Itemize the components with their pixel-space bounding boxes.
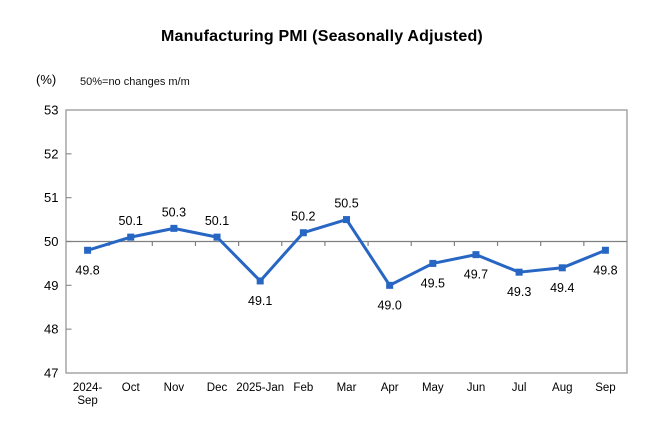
data-point-label: 50.1 bbox=[119, 214, 143, 228]
data-point-marker bbox=[170, 224, 178, 232]
data-point-label: 49.0 bbox=[377, 298, 401, 312]
x-axis-label: Jul bbox=[512, 382, 527, 394]
x-axis-label: Sep bbox=[595, 382, 615, 394]
data-point-marker bbox=[472, 251, 480, 259]
data-point-marker bbox=[429, 259, 437, 267]
y-axis-label: 47 bbox=[44, 366, 58, 381]
x-axis-label: Jun bbox=[467, 382, 486, 394]
y-axis-label: 52 bbox=[44, 146, 58, 161]
x-axis-label: Feb bbox=[293, 382, 313, 394]
x-axis-label: 2025-Jan bbox=[236, 382, 284, 394]
data-point-marker bbox=[601, 246, 609, 254]
x-axis-label: Apr bbox=[381, 382, 399, 394]
data-point-marker bbox=[515, 268, 523, 276]
data-point-label: 49.1 bbox=[248, 294, 272, 308]
data-point-label: 49.3 bbox=[507, 285, 531, 299]
data-point-marker bbox=[558, 264, 566, 272]
x-axis-label: Oct bbox=[122, 382, 141, 394]
data-point-label: 50.1 bbox=[205, 214, 229, 228]
x-axis-label: Dec bbox=[207, 382, 228, 394]
data-point-marker bbox=[213, 233, 221, 241]
data-point-label: 49.4 bbox=[550, 281, 574, 295]
y-axis-label: 49 bbox=[44, 278, 58, 293]
x-axis-label: 2024-Sep bbox=[73, 382, 103, 407]
y-axis-label: 48 bbox=[44, 322, 58, 337]
data-point-marker bbox=[386, 281, 394, 289]
data-point-marker bbox=[256, 277, 264, 285]
data-point-label: 49.8 bbox=[593, 263, 617, 277]
data-point-marker bbox=[299, 229, 307, 237]
data-point-label: 50.5 bbox=[334, 197, 358, 211]
x-axis-label: May bbox=[422, 382, 444, 394]
y-axis-unit-label: (%) bbox=[36, 72, 57, 87]
y-axis-label: 50 bbox=[44, 234, 58, 249]
pmi-line bbox=[86, 218, 607, 287]
data-point-marker bbox=[127, 233, 135, 241]
data-point-label: 49.5 bbox=[421, 276, 445, 290]
y-axis-label: 53 bbox=[44, 103, 58, 118]
data-point-label: 49.7 bbox=[464, 268, 488, 282]
chart-title: Manufacturing PMI (Seasonally Adjusted) bbox=[161, 28, 483, 45]
data-point-marker bbox=[343, 216, 350, 224]
data-point-label: 50.2 bbox=[291, 210, 315, 224]
data-point-label: 50.3 bbox=[162, 205, 186, 219]
x-axis-label: Aug bbox=[552, 382, 572, 394]
x-axis-label: Nov bbox=[164, 382, 185, 394]
data-point-label: 49.8 bbox=[75, 263, 99, 277]
reference-note: 50%=no changes m/m bbox=[80, 76, 190, 88]
data-point-marker bbox=[84, 246, 92, 254]
y-axis-label: 51 bbox=[44, 190, 58, 205]
x-axis-label: Mar bbox=[337, 382, 357, 394]
